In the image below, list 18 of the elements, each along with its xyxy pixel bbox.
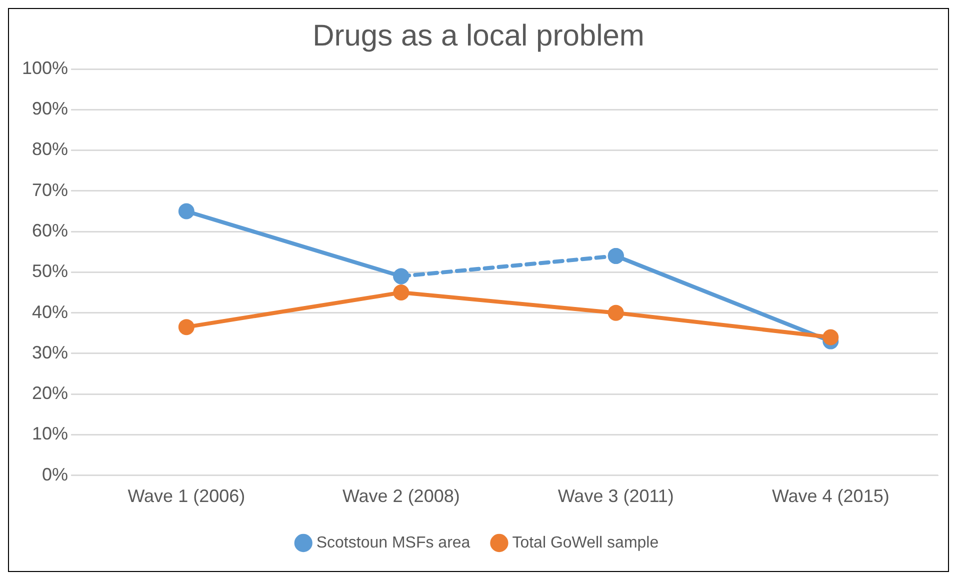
y-tick-label: 50% xyxy=(32,261,68,282)
y-tick-label: 20% xyxy=(32,383,68,404)
y-tick-label: 40% xyxy=(32,302,68,322)
x-tick-label: Wave 2 (2008) xyxy=(342,486,460,506)
chart-title: Drugs as a local problem xyxy=(312,19,644,52)
x-tick-label: Wave 1 (2006) xyxy=(128,486,246,506)
y-tick-label: 0% xyxy=(42,464,68,484)
y-tick-label: 90% xyxy=(32,98,68,119)
x-tick-label: Wave 3 (2011) xyxy=(558,486,674,506)
legend-label: Total GoWell sample xyxy=(512,534,659,552)
y-tick-label: 30% xyxy=(32,342,68,362)
x-tick-label: Wave 4 (2015) xyxy=(772,486,890,506)
y-tick-label: 10% xyxy=(32,424,68,444)
legend-label: Scotstoun MSFs area xyxy=(316,534,470,552)
y-tick-label: 60% xyxy=(32,220,68,241)
y-tick-label: 70% xyxy=(32,180,68,200)
y-tick-label: 80% xyxy=(32,139,68,160)
y-tick-label: 100% xyxy=(22,58,68,78)
